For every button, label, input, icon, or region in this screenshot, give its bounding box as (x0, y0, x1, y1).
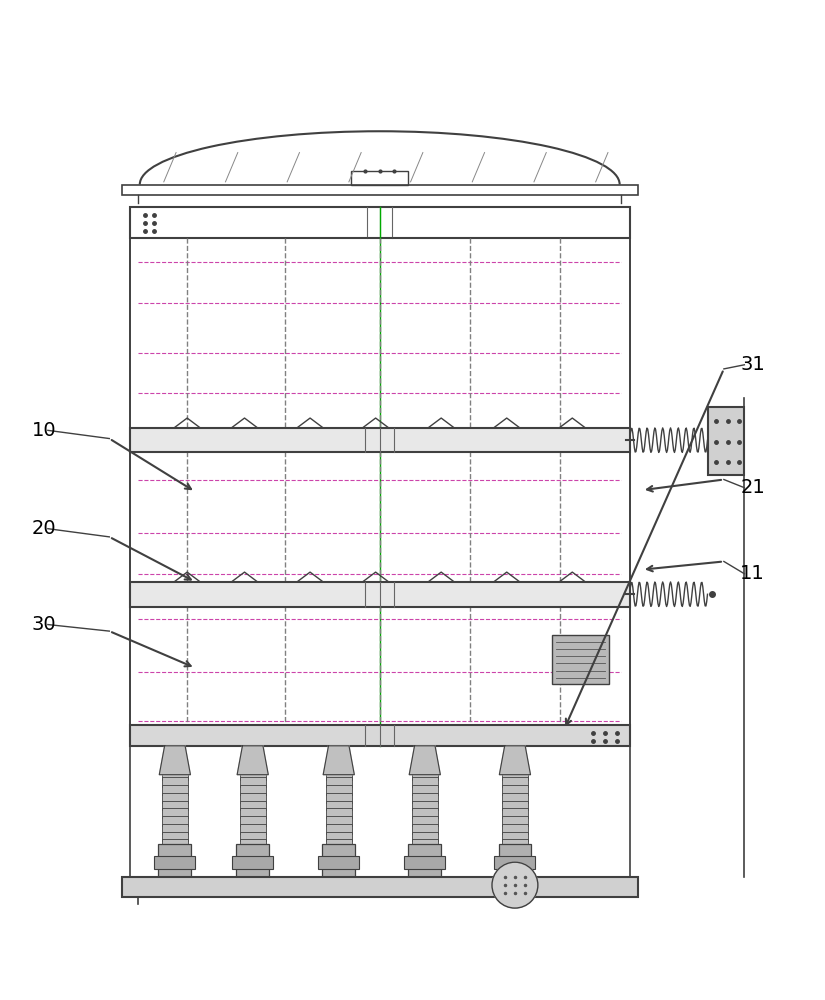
Bar (130, 582, 629, 607)
Bar (243, 746, 262, 775)
Text: 21: 21 (740, 478, 765, 497)
Bar (162, 808, 188, 818)
Bar (239, 785, 266, 795)
Bar (239, 824, 266, 834)
Bar (242, 775, 263, 844)
Bar (162, 832, 188, 841)
Bar (502, 839, 528, 849)
Bar (162, 824, 188, 834)
Text: 20: 20 (31, 519, 56, 538)
Bar (502, 816, 528, 826)
Bar (498, 844, 531, 877)
Bar (130, 428, 629, 452)
Polygon shape (237, 746, 268, 775)
Text: 11: 11 (740, 564, 765, 583)
Bar (162, 839, 188, 849)
Bar (239, 777, 266, 787)
Circle shape (492, 862, 538, 908)
Bar (239, 793, 266, 803)
Bar (239, 770, 266, 780)
Bar (154, 856, 196, 869)
Bar (162, 816, 188, 826)
Bar (130, 725, 629, 746)
Bar (323, 844, 355, 877)
Text: 31: 31 (740, 355, 765, 374)
Bar (708, 407, 744, 475)
Bar (326, 793, 351, 803)
Bar (162, 793, 188, 803)
Bar (552, 635, 609, 684)
Bar (408, 844, 441, 877)
Bar (326, 832, 351, 841)
Bar (412, 832, 438, 841)
Bar (412, 793, 438, 803)
Bar (412, 824, 438, 834)
Bar (239, 801, 266, 810)
Polygon shape (323, 746, 354, 775)
Bar (326, 839, 351, 849)
Bar (162, 785, 188, 795)
Bar (162, 770, 188, 780)
Bar (412, 777, 438, 787)
Bar (502, 801, 528, 810)
Bar (412, 785, 438, 795)
Polygon shape (159, 746, 191, 775)
Bar (326, 824, 351, 834)
Text: 10: 10 (31, 421, 56, 440)
Bar (164, 775, 186, 844)
Bar (502, 770, 528, 780)
Bar (502, 808, 528, 818)
Bar (494, 856, 535, 869)
Bar (415, 746, 435, 775)
Bar (239, 808, 266, 818)
Bar (326, 785, 351, 795)
Bar (165, 746, 185, 775)
Bar (326, 808, 351, 818)
Bar (162, 801, 188, 810)
Bar (130, 207, 629, 238)
Bar (326, 777, 351, 787)
Bar (351, 171, 408, 185)
Polygon shape (499, 746, 530, 775)
Bar (162, 777, 188, 787)
Bar (236, 844, 269, 877)
Bar (502, 785, 528, 795)
Bar (121, 877, 638, 897)
Bar (328, 775, 350, 844)
Bar (318, 856, 359, 869)
Bar (326, 770, 351, 780)
Bar (121, 185, 638, 195)
Polygon shape (409, 746, 441, 775)
Bar (502, 793, 528, 803)
Bar (412, 808, 438, 818)
Bar (502, 824, 528, 834)
Bar (130, 238, 629, 746)
Bar (232, 856, 273, 869)
Bar (502, 832, 528, 841)
Bar (329, 746, 349, 775)
Bar (239, 816, 266, 826)
Text: 30: 30 (31, 615, 56, 634)
Bar (412, 801, 438, 810)
Bar (504, 775, 526, 844)
Bar (412, 816, 438, 826)
Bar (239, 839, 266, 849)
Bar (412, 770, 438, 780)
Bar (505, 746, 525, 775)
Bar (326, 801, 351, 810)
Bar (502, 777, 528, 787)
Bar (158, 844, 191, 877)
Bar (414, 775, 436, 844)
Bar (239, 832, 266, 841)
Bar (412, 839, 438, 849)
Bar (326, 816, 351, 826)
Bar (404, 856, 446, 869)
